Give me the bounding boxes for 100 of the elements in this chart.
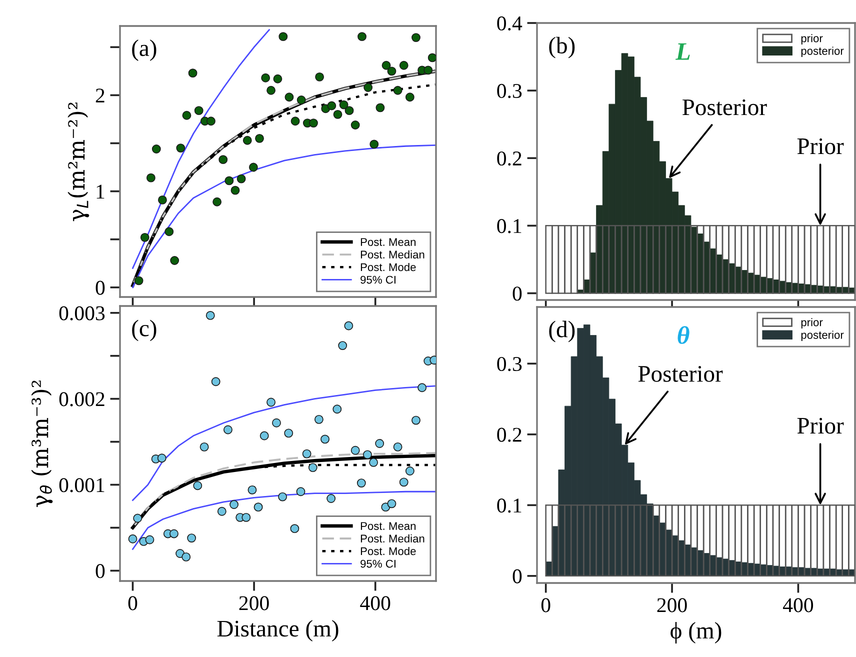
point: [211, 377, 220, 386]
point: [146, 173, 156, 182]
point: [405, 92, 414, 102]
x-tick-label: 200: [657, 598, 687, 612]
x-axis-title: ϕ (m): [670, 622, 722, 644]
annotation: (a): [132, 40, 156, 61]
point: [170, 529, 178, 538]
point: [309, 118, 318, 128]
legend-label: Post. Mode: [360, 262, 416, 272]
point: [278, 492, 288, 502]
point: [356, 478, 366, 488]
annotation: Prior: [797, 138, 844, 154]
legend-label: prior: [801, 318, 823, 328]
point: [369, 458, 378, 467]
legend-label: Post. Median: [360, 250, 424, 259]
point: [254, 502, 263, 512]
point: [260, 431, 269, 440]
annotation: Posterior: [682, 99, 767, 116]
point: [206, 310, 215, 320]
point: [272, 418, 281, 428]
y-tick-label: 0.3: [497, 84, 522, 98]
point: [302, 449, 312, 458]
point: [376, 103, 385, 112]
legend-label: Post. Mean: [360, 238, 416, 246]
y-tick-label: 0: [512, 286, 522, 301]
point: [248, 485, 257, 494]
point: [412, 416, 420, 425]
y-tick-label: 0: [96, 280, 105, 295]
point: [145, 535, 154, 544]
point: [182, 552, 191, 562]
point: [218, 155, 228, 164]
annotation: (b): [549, 36, 575, 58]
y-axis-title: γ$_{θ}$ (m³m⁻³)²: [31, 380, 53, 508]
point: [158, 195, 167, 204]
point: [370, 140, 379, 149]
y-tick-label: 0.2: [497, 428, 522, 442]
legend-label: Post. Median: [360, 534, 424, 543]
point: [157, 454, 166, 463]
point: [296, 96, 306, 104]
legend-label: 95% CI: [360, 560, 396, 568]
point: [266, 398, 276, 407]
point: [393, 86, 402, 95]
legend-label: 95% CI: [360, 276, 396, 284]
point: [200, 442, 209, 452]
y-tick-label: 0.4: [497, 16, 522, 31]
point: [255, 134, 264, 143]
point: [212, 197, 222, 206]
y-tick-label: 0: [96, 564, 105, 578]
point: [399, 478, 408, 487]
point: [284, 92, 294, 102]
point: [242, 512, 251, 522]
point: [164, 227, 174, 236]
x-tick-label: 0: [541, 598, 550, 612]
point: [176, 144, 186, 153]
point: [290, 524, 300, 534]
line-series: [132, 385, 436, 501]
point: [217, 506, 226, 516]
point: [140, 232, 150, 242]
point: [315, 72, 324, 82]
x-tick-label: 400: [360, 596, 390, 610]
point: [387, 499, 396, 508]
point: [242, 136, 252, 145]
point: [188, 68, 198, 78]
point: [308, 463, 318, 472]
point: [339, 100, 348, 110]
point: [382, 60, 391, 70]
point: [134, 276, 144, 286]
point: [284, 428, 294, 438]
x-tick-label: 200: [239, 596, 269, 610]
point: [206, 116, 216, 126]
x-tick-label: 0: [128, 596, 138, 610]
point: [364, 83, 373, 92]
point: [152, 144, 161, 154]
point: [182, 110, 192, 120]
point: [393, 442, 402, 452]
annotation: Posterior: [638, 366, 723, 382]
y-tick-label: 1: [96, 184, 104, 199]
legend-label: posterior: [801, 330, 844, 342]
annotation: (c): [132, 320, 156, 342]
y-tick-label: 0.2: [497, 151, 522, 166]
point: [248, 162, 258, 172]
point: [418, 383, 427, 392]
point: [350, 120, 360, 130]
point: [224, 176, 234, 186]
point: [266, 86, 276, 95]
point: [362, 450, 372, 460]
point: [133, 514, 142, 523]
point: [223, 425, 232, 434]
point: [405, 466, 414, 476]
y-tick-label: 0.003: [59, 306, 105, 320]
point: [387, 66, 396, 76]
point: [230, 186, 240, 195]
annotation: θ: [678, 326, 690, 344]
annotation: Prior: [797, 418, 844, 434]
point: [344, 321, 354, 330]
point: [358, 32, 366, 42]
y-tick-label: 0: [512, 569, 522, 584]
point: [296, 487, 306, 496]
point: [399, 60, 408, 70]
legend-label: Post. Mode: [360, 546, 416, 556]
